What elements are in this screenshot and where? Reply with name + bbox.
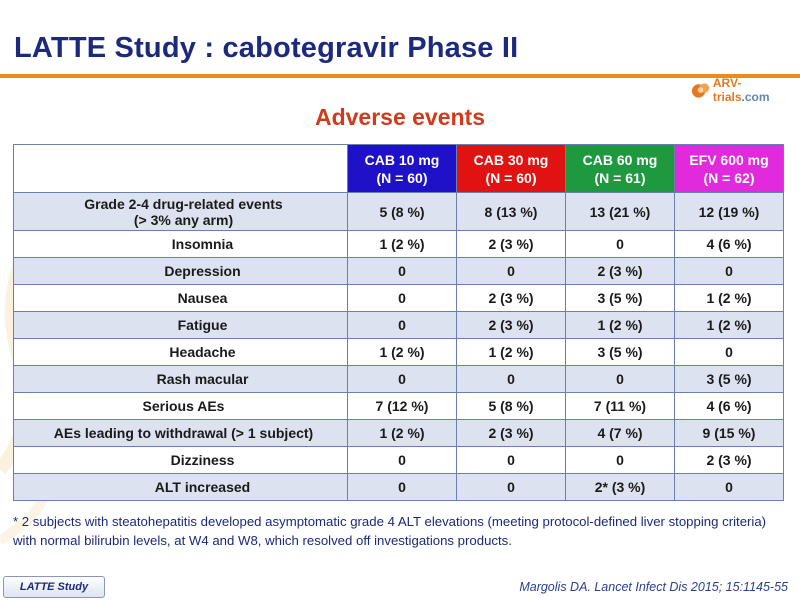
header-cab-60mg: CAB 60 mg (N = 61) (565, 144, 675, 193)
table-cell: 7 (11 %) (565, 392, 675, 420)
row-label-headache: Headache (13, 338, 348, 366)
table-cell: 13 (21 %) (565, 192, 675, 231)
table-row: Serious AEs 7 (12 %) 5 (8 %) 7 (11 %) 4 … (13, 392, 784, 420)
table-cell: 2 (3 %) (456, 419, 566, 447)
table-cell: 2 (3 %) (674, 446, 784, 474)
table-row: AEs leading to withdrawal (> 1 subject) … (13, 419, 784, 447)
table-cell: 4 (7 %) (565, 419, 675, 447)
table-cell: 0 (456, 446, 566, 474)
table-cell: 1 (2 %) (565, 311, 675, 339)
header-blank-cell (13, 144, 348, 193)
logo-icon (691, 83, 710, 98)
table-cell: 12 (19 %) (674, 192, 784, 231)
table-cell: 4 (6 %) (674, 230, 784, 258)
row-label-aes-withdrawal: AEs leading to withdrawal (> 1 subject) (13, 419, 348, 447)
table-cell: 1 (2 %) (347, 419, 457, 447)
table-cell: 2 (3 %) (456, 284, 566, 312)
header-efv-600mg: EFV 600 mg (N = 62) (674, 144, 784, 193)
table-cell: 0 (565, 446, 675, 474)
table-cell: 0 (565, 230, 675, 258)
table-row: Dizziness 0 0 0 2 (3 %) (13, 446, 784, 474)
table-cell: 3 (5 %) (674, 365, 784, 393)
table-cell: 1 (2 %) (347, 338, 457, 366)
table-cell: 0 (456, 365, 566, 393)
table-row: ALT increased 0 0 2* (3 %) 0 (13, 473, 784, 501)
row-label-alt-increased: ALT increased (13, 473, 348, 501)
logo-text: ARV-trials.com (712, 76, 770, 104)
section-subtitle: Adverse events (314, 104, 486, 130)
table-cell: 0 (347, 257, 457, 285)
row-label-depression: Depression (13, 257, 348, 285)
slide-title: LATTE Study : cabotegravir Phase II (14, 32, 519, 64)
table-cell: 2 (3 %) (456, 311, 566, 339)
table-cell: 2 (3 %) (456, 230, 566, 258)
header-cab-10mg: CAB 10 mg (N = 60) (347, 144, 457, 193)
table-cell: 0 (456, 473, 566, 501)
row-label-dizziness: Dizziness (13, 446, 348, 474)
table-row: Headache 1 (2 %) 1 (2 %) 3 (5 %) 0 (13, 338, 784, 366)
header-cab-30mg: CAB 30 mg (N = 60) (456, 144, 566, 193)
table-cell: 3 (5 %) (565, 284, 675, 312)
table-cell: 5 (8 %) (347, 192, 457, 231)
table-cell: 1 (2 %) (456, 338, 566, 366)
table-row: Nausea 0 2 (3 %) 3 (5 %) 1 (2 %) (13, 284, 784, 312)
table-footnote: * 2 subjects with steatohepatitis develo… (13, 514, 767, 548)
table-cell: 0 (347, 365, 457, 393)
table-cell: 0 (456, 257, 566, 285)
row-label-nausea: Nausea (13, 284, 348, 312)
table-cell: 9 (15 %) (674, 419, 784, 447)
table-row: Depression 0 0 2 (3 %) 0 (13, 257, 784, 285)
row-label-insomnia: Insomnia (13, 230, 348, 258)
table-row: Fatigue 0 2 (3 %) 1 (2 %) 1 (2 %) (13, 311, 784, 339)
row-label-serious-aes: Serious AEs (13, 392, 348, 420)
table-cell: 3 (5 %) (565, 338, 675, 366)
table-cell: 0 (674, 257, 784, 285)
title-divider (0, 74, 800, 78)
table-cell: 0 (674, 338, 784, 366)
row-label-rash-macular: Rash macular (13, 365, 348, 393)
table-cell: 0 (347, 473, 457, 501)
arv-trials-logo: ARV-trials.com (690, 76, 794, 104)
table-row: Grade 2-4 drug-related events (> 3% any a… (13, 192, 784, 231)
table-cell: 0 (565, 365, 675, 393)
table-cell: 4 (6 %) (674, 392, 784, 420)
table-cell: 1 (2 %) (347, 230, 457, 258)
study-footer-tag: LATTE Study (3, 576, 105, 598)
table-row: Insomnia 1 (2 %) 2 (3 %) 0 4 (6 %) (13, 230, 784, 258)
table-cell: 1 (2 %) (674, 311, 784, 339)
table-cell: 7 (12 %) (347, 392, 457, 420)
table-cell: 1 (2 %) (674, 284, 784, 312)
row-label-grade-2-4: Grade 2-4 drug-related events (> 3% any a… (13, 192, 348, 231)
table-header-row: CAB 10 mg (N = 60) CAB 30 mg (N = 60) CAB … (13, 144, 784, 193)
table-cell: 0 (347, 311, 457, 339)
table-row: Rash macular 0 0 0 3 (5 %) (13, 365, 784, 393)
table-cell: 5 (8 %) (456, 392, 566, 420)
table-cell: 2 (3 %) (565, 257, 675, 285)
row-label-fatigue: Fatigue (13, 311, 348, 339)
table-cell: 0 (347, 284, 457, 312)
adverse-events-table: CAB 10 mg (N = 60) CAB 30 mg (N = 60) CAB … (13, 144, 784, 501)
table-cell: 8 (13 %) (456, 192, 566, 231)
table-cell: 0 (347, 446, 457, 474)
citation: Margolis DA. Lancet Infect Dis 2015; 15:… (519, 580, 788, 594)
table-cell: 0 (674, 473, 784, 501)
table-cell: 2* (3 %) (565, 473, 675, 501)
